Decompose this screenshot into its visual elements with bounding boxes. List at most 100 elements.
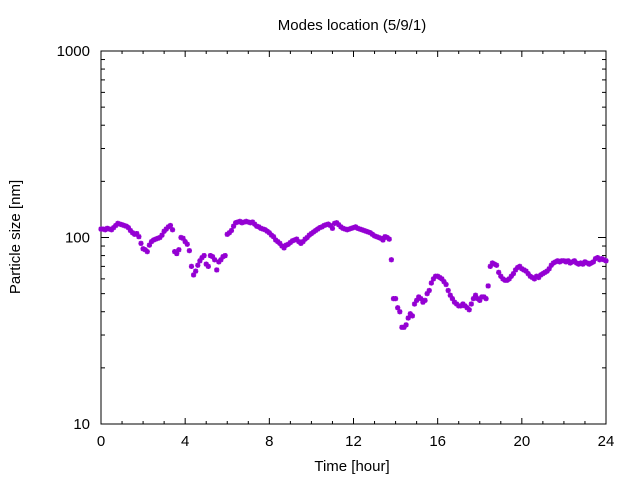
data-point xyxy=(161,228,167,234)
data-point xyxy=(388,257,394,263)
data-point xyxy=(580,261,586,267)
data-point xyxy=(279,243,285,249)
data-point xyxy=(403,322,409,328)
data-point xyxy=(216,259,222,265)
data-point xyxy=(184,241,190,247)
data-point xyxy=(228,227,235,234)
data-point xyxy=(222,252,228,259)
data-point xyxy=(443,281,449,288)
data-point xyxy=(464,305,470,311)
data-point xyxy=(111,225,117,231)
data-point xyxy=(205,263,211,269)
data-point xyxy=(424,291,430,297)
data-point xyxy=(334,220,340,226)
data-point xyxy=(512,267,519,273)
data-point xyxy=(451,299,458,305)
data-point xyxy=(428,280,434,286)
data-point xyxy=(407,311,413,317)
data-point xyxy=(523,268,529,274)
data-point xyxy=(525,271,531,277)
data-point xyxy=(294,236,300,242)
data-point xyxy=(447,292,453,298)
data-point xyxy=(454,301,460,307)
y-axis-label: Particle size [nm] xyxy=(7,180,24,294)
axis-ticks xyxy=(100,51,607,425)
data-point xyxy=(594,255,601,261)
data-point xyxy=(496,269,502,275)
data-point xyxy=(544,268,550,274)
data-point xyxy=(218,257,224,263)
data-point xyxy=(466,307,472,313)
data-point xyxy=(327,222,333,229)
data-point xyxy=(190,272,197,278)
data-point xyxy=(281,245,287,251)
data-point xyxy=(418,296,424,302)
data-point xyxy=(409,313,416,319)
data-point xyxy=(138,240,144,246)
plot-frame xyxy=(100,50,607,425)
data-point xyxy=(517,263,523,269)
data-point xyxy=(329,225,336,231)
data-point xyxy=(226,230,232,236)
data-point xyxy=(178,234,184,241)
data-point xyxy=(439,276,445,282)
data-point xyxy=(493,262,500,268)
data-point xyxy=(169,227,176,233)
data-point xyxy=(462,303,468,309)
data-point xyxy=(487,263,493,269)
data-point xyxy=(472,292,479,298)
data-point xyxy=(186,248,192,254)
data-point xyxy=(546,266,552,272)
data-points xyxy=(98,218,609,330)
data-point xyxy=(289,238,296,244)
data-point xyxy=(571,258,578,264)
data-point xyxy=(157,234,163,241)
data-point xyxy=(458,303,464,309)
data-point xyxy=(199,255,205,261)
data-point xyxy=(590,259,596,265)
data-point xyxy=(468,301,474,307)
data-point xyxy=(209,253,216,260)
data-point xyxy=(508,273,514,279)
data-point xyxy=(449,296,455,302)
data-point xyxy=(159,232,165,238)
data-point xyxy=(172,249,178,255)
data-point xyxy=(405,315,411,321)
data-point xyxy=(374,234,380,240)
data-point xyxy=(460,301,466,307)
data-point xyxy=(291,237,298,243)
data-point xyxy=(386,236,392,242)
data-point xyxy=(485,283,491,289)
data-point xyxy=(176,247,182,253)
x-tick-label: 16 xyxy=(429,433,446,450)
data-point xyxy=(536,274,542,281)
data-point xyxy=(430,276,437,282)
data-point xyxy=(197,258,203,264)
axis-tick-labels: 0 4 8 12 16 20 24 10 100 1000 xyxy=(57,43,615,450)
data-point xyxy=(414,297,420,303)
data-point xyxy=(230,223,237,229)
data-point xyxy=(277,240,283,246)
data-point xyxy=(401,324,407,330)
data-point xyxy=(108,227,115,233)
data-point xyxy=(113,222,119,229)
data-point xyxy=(397,309,403,315)
x-axis-label: Time [hour] xyxy=(314,458,389,475)
data-point xyxy=(283,242,289,248)
data-point xyxy=(270,234,277,240)
x-tick-label: 24 xyxy=(598,433,615,450)
x-tick-label: 0 xyxy=(97,433,105,450)
data-point xyxy=(136,234,142,240)
x-tick-label: 20 xyxy=(513,433,530,450)
data-point xyxy=(603,258,609,264)
data-point xyxy=(395,305,401,311)
x-tick-label: 12 xyxy=(345,433,362,450)
data-point xyxy=(214,267,220,273)
data-point xyxy=(163,226,169,232)
data-point xyxy=(304,234,310,241)
data-point xyxy=(382,234,388,240)
data-point xyxy=(411,301,418,307)
data-point xyxy=(182,239,188,245)
data-point xyxy=(203,261,209,267)
